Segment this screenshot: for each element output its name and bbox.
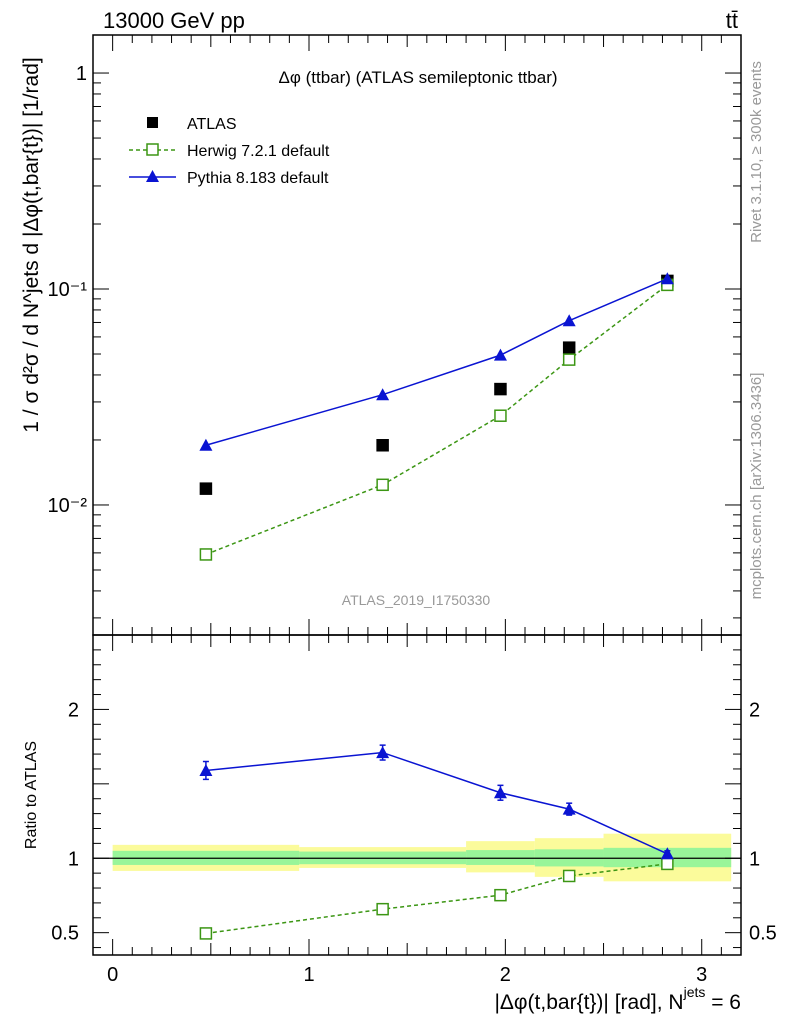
main-y-tick-label: 10⁻² xyxy=(48,495,88,517)
ratio-y-axis-label: Ratio to ATLAS xyxy=(23,741,40,849)
herwig-point xyxy=(494,409,507,422)
herwig-point xyxy=(376,478,389,492)
pythia-point xyxy=(562,314,576,327)
mcplots-label: mcplots.cern.ch [arXiv:1306.3436] xyxy=(748,373,765,600)
pythia-point xyxy=(199,438,213,451)
analysis-watermark: ATLAS_2019_I1750330 xyxy=(342,592,491,608)
ratio-y-tick-label-right: 1 xyxy=(749,848,760,870)
legend-marker-herwig xyxy=(146,143,159,156)
x-axis-label: |Δφ(t,bar{t})| [rad], Njets = 6 xyxy=(494,984,741,1014)
herwig-point xyxy=(562,353,576,366)
legend-label-pythia: Pythia 8.183 default xyxy=(187,170,329,187)
legend-label-herwig: Herwig 7.2.1 default xyxy=(187,143,330,160)
pythia-ratio-point xyxy=(562,802,576,815)
herwig-ratio-point xyxy=(376,902,389,916)
ratio-y-tick-label: 0.5 xyxy=(51,923,79,945)
herwig-ratio-point xyxy=(661,857,674,871)
pythia-line xyxy=(205,278,668,446)
legend-marker-pythia xyxy=(146,170,159,182)
ratio-y-tick-label: 2 xyxy=(68,699,79,721)
ratio-x-tick-label: 3 xyxy=(696,964,707,986)
atlas-data-point xyxy=(199,482,213,495)
pythia-ratio-point xyxy=(493,786,507,799)
herwig-point xyxy=(199,548,213,561)
ratio-x-tick-label: 0 xyxy=(107,964,118,986)
ratio-x-tick-label: 1 xyxy=(303,964,314,986)
legend: ATLAS Herwig 7.2.1 default Pythia 8.183 … xyxy=(129,116,330,187)
herwig-ratio-point xyxy=(199,927,213,940)
ratio-y-tick-label: 1 xyxy=(68,848,79,870)
ratio-panel: 0.5 0.5 1 1 2 2 0 1 2 3 Ratio to ATLAS |Δφ(t,bar{… xyxy=(23,634,777,1014)
ratio-y-tick-label-right: 0.5 xyxy=(749,923,777,945)
legend-label-atlas: ATLAS xyxy=(187,116,237,133)
x-axis-label-sup: jets xyxy=(683,984,706,1000)
pythia-point xyxy=(493,348,507,361)
legend-marker-atlas xyxy=(147,117,158,128)
herwig-line xyxy=(205,284,668,556)
ratio-frame xyxy=(92,634,742,956)
header-collision: 13000 GeV pp xyxy=(103,8,245,33)
pythia-point xyxy=(660,272,674,285)
ratio-y-tick-label-right: 2 xyxy=(749,699,760,721)
plot-title: Δφ (ttbar) (ATLAS semileptonic ttbar) xyxy=(278,68,557,87)
main-y-tick-label: 1 xyxy=(76,63,87,85)
atlas-data-point xyxy=(376,439,389,452)
main-y-axis-label: 1 / σ d²σ / d N^jets d |Δφ(t,bar{t})| [1… xyxy=(20,57,43,432)
main-y-tick-label: 10⁻¹ xyxy=(48,279,88,301)
pythia-ratio-point xyxy=(660,847,674,860)
ratio-x-tick-label: 2 xyxy=(500,964,511,986)
pythia-ratio-point xyxy=(376,746,390,759)
x-axis-label-main: |Δφ(t,bar{t})| [rad], N xyxy=(494,991,683,1014)
pythia-point xyxy=(376,388,390,401)
main-panel: 1 10⁻¹ 10⁻² Δφ (ttbar) (ATLAS semileptonic… xyxy=(20,34,742,636)
pythia-ratio-point xyxy=(199,763,213,776)
herwig-ratio-point xyxy=(562,869,576,883)
x-axis-label-tail: = 6 xyxy=(705,991,741,1014)
atlas-data-point xyxy=(494,382,507,396)
herwig-ratio-point xyxy=(494,888,507,902)
ratio-band-inner xyxy=(466,850,535,865)
rivet-label: Rivet 3.1.10, ≥ 300k events xyxy=(748,61,765,243)
atlas-data-point xyxy=(562,341,576,354)
header-process: tt̄ xyxy=(726,8,738,33)
